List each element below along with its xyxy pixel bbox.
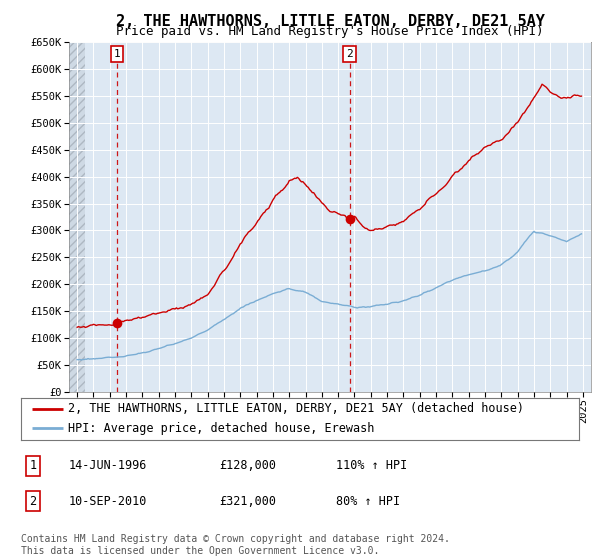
Text: 1: 1 (114, 49, 121, 59)
Text: 2, THE HAWTHORNS, LITTLE EATON, DERBY, DE21 5AY (detached house): 2, THE HAWTHORNS, LITTLE EATON, DERBY, D… (68, 403, 524, 416)
Text: 14-JUN-1996: 14-JUN-1996 (69, 459, 148, 473)
Text: £128,000: £128,000 (219, 459, 276, 473)
Text: 80% ↑ HPI: 80% ↑ HPI (336, 494, 400, 508)
Text: HPI: Average price, detached house, Erewash: HPI: Average price, detached house, Erew… (68, 422, 375, 435)
Text: £321,000: £321,000 (219, 494, 276, 508)
Text: Contains HM Land Registry data © Crown copyright and database right 2024.
This d: Contains HM Land Registry data © Crown c… (21, 534, 450, 556)
Text: Price paid vs. HM Land Registry's House Price Index (HPI): Price paid vs. HM Land Registry's House … (116, 25, 544, 38)
Text: 2: 2 (29, 494, 37, 508)
Text: 2: 2 (346, 49, 353, 59)
Bar (69, 42, 85, 392)
Text: 10-SEP-2010: 10-SEP-2010 (69, 494, 148, 508)
Text: 110% ↑ HPI: 110% ↑ HPI (336, 459, 407, 473)
Text: 2, THE HAWTHORNS, LITTLE EATON, DERBY, DE21 5AY: 2, THE HAWTHORNS, LITTLE EATON, DERBY, D… (116, 14, 544, 29)
Text: 1: 1 (29, 459, 37, 473)
